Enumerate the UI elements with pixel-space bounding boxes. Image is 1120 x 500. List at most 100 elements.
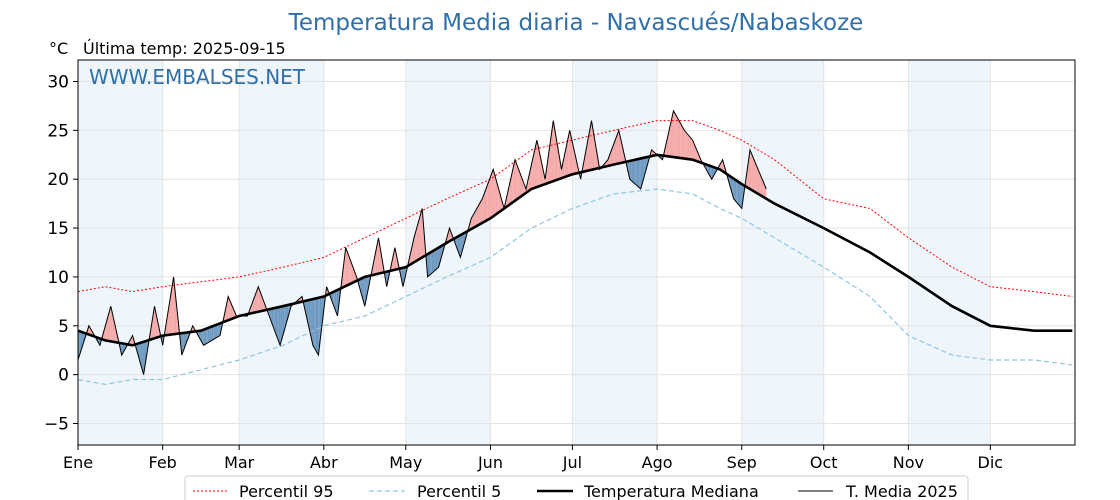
fill-below-median (710, 166, 712, 180)
chart-title: Temperatura Media diaria - Navascués/Nab… (288, 10, 864, 36)
fill-above-median (516, 163, 518, 200)
fill-below-median (121, 343, 124, 356)
fill-above-median (157, 319, 159, 338)
fill-below-median (318, 297, 320, 356)
fill-above-median (482, 195, 484, 223)
fill-above-median (484, 187, 487, 222)
fill-above-median (228, 296, 230, 321)
fill-above-median (691, 138, 693, 160)
fill-above-median (687, 133, 689, 160)
fill-above-median (494, 174, 496, 216)
y-axis: −5 0 5 10 15 20 25 30 (44, 72, 78, 435)
fill-below-median (739, 182, 741, 207)
fill-above-median (617, 130, 619, 164)
fill-below-median (203, 329, 206, 346)
fill-above-median (377, 237, 379, 274)
legend-label-current: T. Media 2025 (845, 482, 958, 500)
fill-above-median (553, 120, 555, 182)
fill-below-median (434, 249, 436, 271)
fill-above-median (536, 140, 539, 188)
month-band-nov (908, 60, 991, 445)
fill-above-median (517, 166, 520, 199)
series-line-median (77, 153, 1073, 347)
x-tick-label: Feb (149, 453, 177, 472)
fill-above-median (571, 136, 573, 175)
fill-above-median (255, 290, 257, 313)
fill-above-median (347, 251, 349, 286)
fill-above-median (678, 120, 681, 158)
fill-above-median (415, 228, 417, 262)
fill-below-median (311, 299, 313, 346)
fill-above-median (497, 184, 499, 214)
fill-above-median (420, 208, 423, 259)
fill-above-median (613, 141, 615, 165)
fill-above-median (680, 123, 682, 159)
fill-above-median (721, 159, 723, 172)
fill-above-median (612, 145, 614, 165)
fill-above-median (556, 136, 558, 181)
fill-above-median (755, 162, 757, 194)
fill-below-median (642, 157, 644, 185)
fill-below-median (269, 308, 271, 320)
fill-below-median (711, 166, 714, 180)
fill-below-median (457, 235, 460, 254)
fill-above-median (590, 120, 592, 171)
fill-above-median (418, 218, 420, 260)
fill-below-median (363, 276, 365, 307)
month-band-jul (572, 60, 658, 445)
fill-above-median (351, 262, 353, 284)
y-tick-label: 15 (47, 219, 69, 239)
fill-below-median (359, 278, 361, 292)
fill-above-median (166, 311, 169, 336)
series-line-2025 (77, 109, 767, 375)
x-tick-label: Oct (810, 453, 838, 472)
fill-below-median (635, 159, 637, 186)
fill-above-median (422, 208, 424, 258)
fill-above-median (587, 135, 589, 171)
fill-below-median (636, 159, 638, 187)
fill-below-median (140, 342, 143, 370)
fill-above-median (685, 131, 688, 159)
fill-above-median (225, 302, 227, 322)
fill-below-median (729, 175, 731, 189)
fill-below-median (315, 298, 318, 353)
fill-above-median (688, 135, 690, 160)
fill-above-median (539, 153, 541, 187)
fill-above-median (684, 130, 686, 159)
fill-above-median (349, 258, 352, 285)
fill-above-median (478, 203, 480, 226)
fill-below-median (317, 297, 319, 356)
fill-below-median (98, 338, 100, 346)
fill-below-median (433, 250, 435, 273)
fill-above-median (169, 294, 171, 335)
fill-above-median (129, 338, 132, 346)
fill-below-median (276, 307, 278, 339)
fill-above-median (498, 188, 501, 213)
y-tick-label: 10 (47, 268, 69, 288)
fill-above-median (479, 201, 481, 225)
fill-below-median (214, 324, 216, 339)
fill-below-median (198, 330, 200, 339)
fill-above-median (588, 127, 591, 171)
series-lines (77, 109, 1073, 386)
fill-above-median (476, 206, 479, 226)
fill-above-median (677, 118, 679, 158)
fill-above-median (515, 159, 517, 201)
fill-below-median (460, 234, 462, 258)
fill-above-median (114, 324, 117, 343)
fill-below-median (631, 160, 633, 182)
fill-above-median (692, 140, 694, 161)
fill-below-median (273, 308, 275, 331)
fill-above-median (752, 156, 755, 192)
fill-above-median (230, 302, 233, 320)
fill-below-median (733, 178, 735, 201)
fill-above-median (419, 213, 421, 260)
fill-above-median (483, 191, 485, 223)
fill-above-median (378, 237, 380, 274)
fill-above-median (345, 247, 348, 287)
fill-below-median (736, 180, 738, 204)
fill-below-median (277, 307, 279, 342)
fill-below-median (210, 326, 212, 342)
fill-below-median (435, 248, 438, 270)
fill-below-median (737, 181, 740, 206)
